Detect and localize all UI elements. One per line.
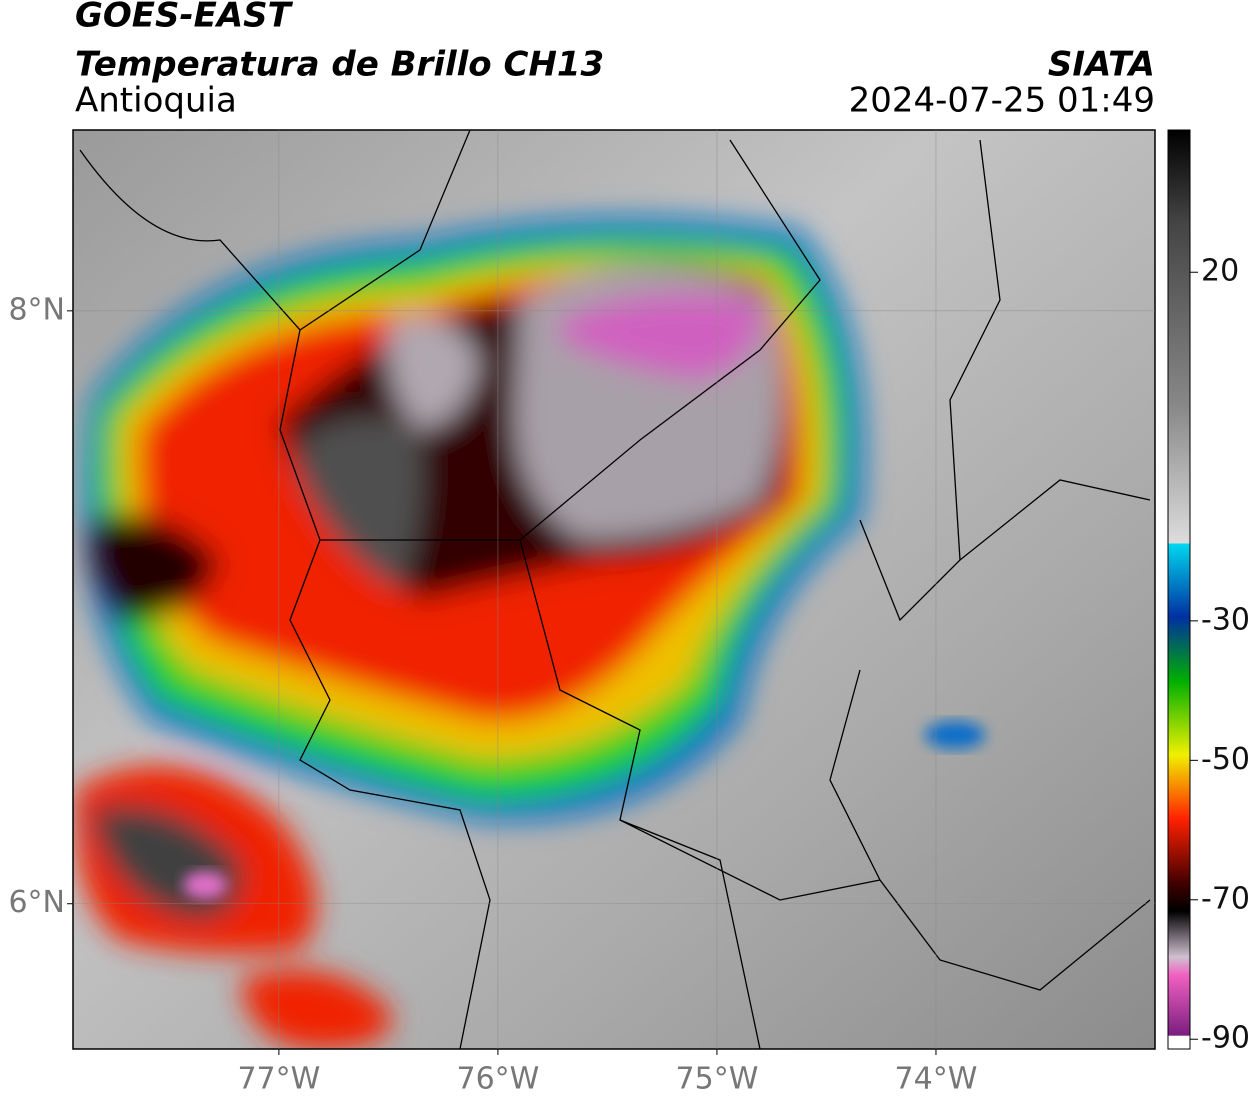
x-tick-label: 75°W — [676, 1062, 759, 1097]
title: GOES-EAST — [75, 0, 294, 36]
source: SIATA — [1048, 45, 1155, 85]
colorbar-tick-label: -30 — [1201, 602, 1250, 637]
satellite-image — [73, 130, 1155, 1049]
x-tick-label: 77°W — [237, 1062, 320, 1097]
y-tick-label: 6°N — [8, 885, 65, 920]
region: Antioquia — [75, 81, 237, 121]
subtitle: Temperatura de Brillo CH13 — [75, 45, 604, 85]
y-tick-label: 8°N — [8, 292, 65, 327]
colorbar-tick-label: -50 — [1201, 742, 1250, 777]
x-tick-label: 74°W — [895, 1062, 978, 1097]
map-frame — [72, 129, 1156, 1050]
x-tick-label: 76°W — [456, 1062, 539, 1097]
colorbar-tick-label: 20 — [1201, 254, 1239, 289]
colorbar-tick-label: -90 — [1201, 1021, 1250, 1056]
borders — [79, 130, 1151, 1049]
colorbar — [1167, 129, 1191, 1050]
colorbar-tick-label: -70 — [1201, 881, 1250, 916]
datetime: 2024-07-25 01:49 — [849, 81, 1155, 121]
